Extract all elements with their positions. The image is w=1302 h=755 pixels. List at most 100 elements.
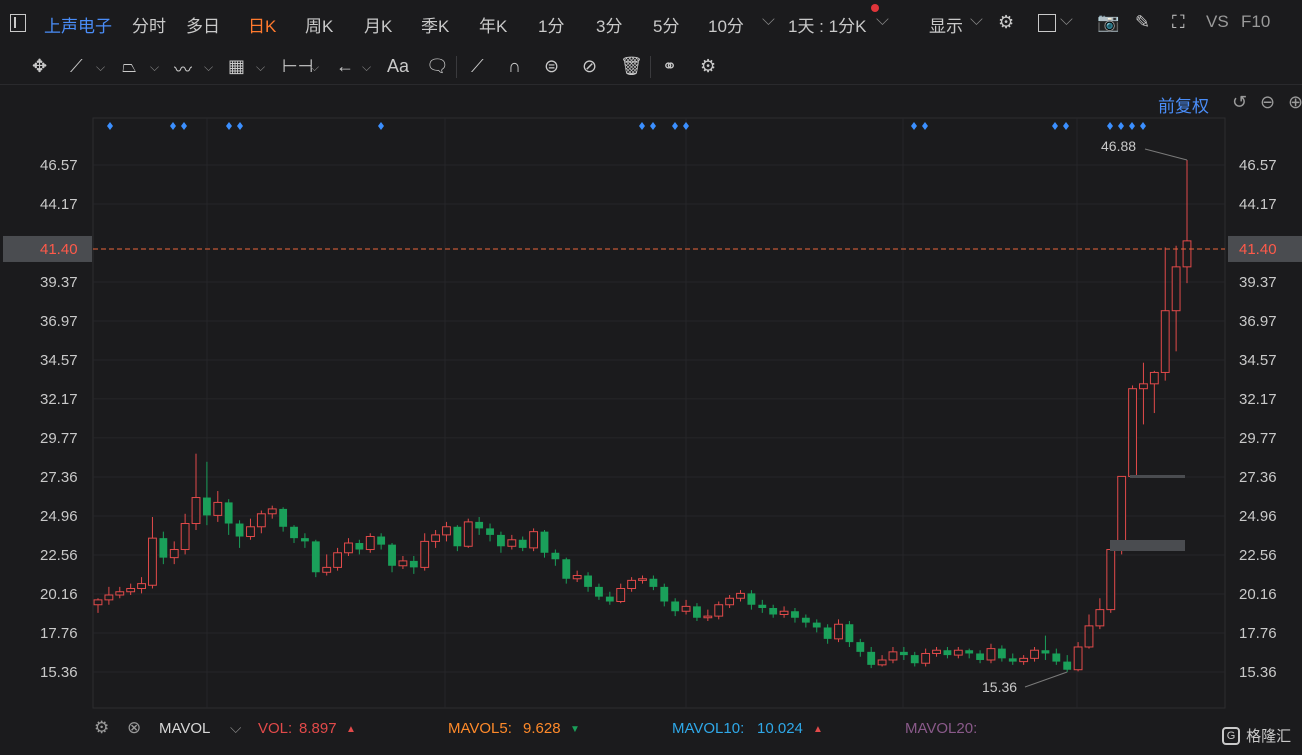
layout-icon[interactable] [1038, 14, 1056, 32]
candle [398, 556, 408, 570]
candle-body-down [976, 653, 985, 660]
candle [932, 646, 941, 657]
tab-5fen[interactable]: 5分 [653, 17, 680, 36]
settings-icon[interactable]: ⚙ [998, 12, 1015, 32]
tab-10fen[interactable]: 10分 [708, 17, 744, 36]
candle-body-down [758, 604, 767, 608]
candle [453, 525, 462, 552]
event-marker-diamond [911, 122, 917, 130]
trash-icon[interactable]: 🗑 [620, 56, 643, 76]
more-periods-chevron-icon[interactable]: ⌵ [762, 10, 775, 29]
event-marker-diamond [170, 122, 176, 130]
toolbar-divider [650, 56, 651, 78]
fullscreen-icon[interactable]: ⛶ [1172, 12, 1185, 32]
wave-icon[interactable]: 〰 [174, 60, 192, 80]
indicator-chevron-icon[interactable]: ⌵ [230, 720, 242, 737]
event-marker-diamond [107, 122, 113, 130]
text-icon[interactable]: Aa [387, 56, 410, 76]
candle [1171, 245, 1181, 352]
candle [355, 539, 364, 555]
interval-chevron-icon[interactable]: ⌵ [876, 10, 889, 29]
candle [671, 598, 680, 617]
chart-settings-icon[interactable]: ⚙ [700, 56, 717, 76]
candle-body-up [1095, 609, 1105, 627]
indicator-close-icon[interactable]: ⊗ [127, 718, 142, 737]
candle-body-down [1063, 661, 1072, 670]
candle [475, 517, 484, 535]
grid-chevron-icon[interactable]: ⌵ [256, 60, 266, 74]
line-chevron-icon[interactable]: ⌵ [96, 60, 106, 74]
comment-icon[interactable]: 🗨 [426, 56, 449, 76]
magnet-icon[interactable]: ∩ [508, 56, 521, 76]
y-tick-label-left: 24.96 [40, 508, 78, 525]
grid-icon[interactable]: ▦ [228, 56, 246, 76]
tab-jik[interactable]: 季K [421, 17, 450, 36]
candle-body-up [442, 526, 451, 536]
line-icon[interactable]: ⟋ [70, 56, 83, 76]
pen-icon[interactable]: ⟋ [471, 56, 484, 76]
arrow-chevron-icon[interactable]: ⌵ [362, 60, 372, 74]
candle [518, 536, 527, 552]
candle [551, 549, 560, 566]
display-chevron-icon[interactable]: ⌵ [970, 10, 983, 29]
candle [333, 547, 343, 571]
candle-body-down [1008, 658, 1017, 662]
indicator-settings-icon[interactable]: ⚙ [94, 718, 110, 737]
tab-rik[interactable]: 日K [248, 17, 277, 36]
eye-hide-icon[interactable]: ⊘ [582, 56, 598, 76]
pen-edit-icon[interactable]: ✎ [1135, 12, 1151, 32]
mavol10-up-arrow-icon: ▲ [813, 724, 823, 735]
measure-icon[interactable]: ⊢⊣ [282, 56, 314, 76]
candle [605, 591, 614, 605]
layout-chevron-icon[interactable]: ⌵ [1060, 10, 1073, 29]
overlay-icon[interactable]: ⚭ [662, 56, 678, 76]
candle-body-up [256, 513, 266, 528]
candle [660, 583, 669, 607]
measure-chevron-icon[interactable]: ⌵ [310, 60, 320, 74]
candle-body-up [703, 615, 713, 619]
wave-chevron-icon[interactable]: ⌵ [204, 60, 214, 74]
display-menu[interactable]: 显示 [929, 17, 963, 36]
tab-niank[interactable]: 年K [479, 17, 508, 36]
tab-3fen[interactable]: 3分 [596, 17, 623, 36]
f10-button[interactable]: F10 [1241, 12, 1271, 31]
zoom-out-icon[interactable]: ⊖ [1260, 92, 1276, 112]
logo: G 格隆汇 [1222, 725, 1298, 751]
zoom-in-icon[interactable]: ⊕ [1288, 92, 1302, 112]
fuquan-button[interactable]: 前复权 [1158, 97, 1209, 116]
candle [758, 599, 767, 613]
candle [279, 507, 288, 532]
candle-body-down [943, 650, 952, 656]
y-tick-label-left: 15.36 [40, 664, 78, 681]
candle [986, 643, 996, 664]
eye-link-icon[interactable]: ⊜ [544, 56, 560, 76]
tab-duori[interactable]: 多日 [186, 17, 220, 36]
max-price-label: 46.88 [1101, 138, 1136, 154]
tab-yuek[interactable]: 月K [364, 17, 393, 36]
candle-body-up [507, 539, 517, 547]
y-tick-label-right: 36.97 [1239, 313, 1277, 330]
candle [344, 538, 353, 557]
candle [267, 505, 277, 519]
y-tick-label-right: 24.96 [1239, 508, 1277, 525]
move-icon[interactable]: ✥ [32, 56, 48, 76]
tab-fenshi[interactable]: 分时 [132, 17, 166, 36]
polyline-icon[interactable]: ⏢ [122, 56, 137, 76]
arrow-left-icon[interactable]: ← [336, 56, 354, 76]
candle [213, 491, 223, 522]
panel-toggle-icon[interactable] [10, 14, 26, 32]
y-tick-label-right: 41.40 [1239, 241, 1277, 258]
indicator-name[interactable]: MAVOL [159, 720, 211, 737]
y-tick-label-left: 39.37 [40, 274, 78, 291]
candle [921, 648, 931, 667]
camera-icon[interactable]: 📷 [1097, 12, 1120, 32]
stock-name[interactable]: 上声电子 [44, 17, 112, 36]
vs-button[interactable]: VS [1206, 12, 1229, 31]
tab-zhouk[interactable]: 周K [305, 17, 334, 36]
interval-select[interactable]: 1天 : 1分K [788, 17, 867, 36]
reset-icon[interactable]: ↺ [1232, 92, 1248, 112]
polyline-chevron-icon[interactable]: ⌵ [150, 60, 160, 74]
candle-body-up [322, 566, 332, 573]
tab-1fen[interactable]: 1分 [538, 17, 565, 36]
